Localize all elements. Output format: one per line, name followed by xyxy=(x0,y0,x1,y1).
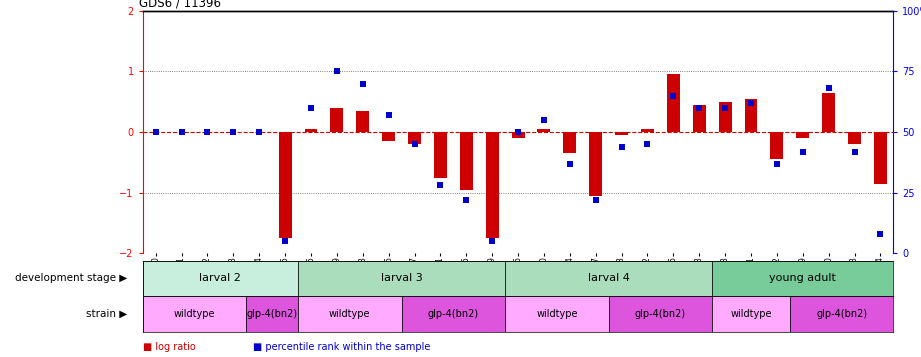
Bar xyxy=(298,296,402,332)
Text: ■ percentile rank within the sample: ■ percentile rank within the sample xyxy=(253,342,431,352)
Bar xyxy=(538,129,551,132)
Bar xyxy=(848,132,861,144)
Bar xyxy=(305,129,318,132)
Text: young adult: young adult xyxy=(769,273,836,283)
Text: ■ log ratio: ■ log ratio xyxy=(143,342,195,352)
Bar xyxy=(460,132,472,190)
Bar xyxy=(718,102,731,132)
Bar xyxy=(485,132,498,238)
Bar xyxy=(822,93,835,132)
Text: development stage ▶: development stage ▶ xyxy=(16,273,128,283)
Bar xyxy=(744,99,757,132)
Text: wildtype: wildtype xyxy=(730,309,772,319)
Bar xyxy=(402,296,505,332)
Bar xyxy=(797,132,810,138)
Bar xyxy=(589,132,602,196)
Text: glp-4(bn2): glp-4(bn2) xyxy=(427,309,479,319)
Text: wildtype: wildtype xyxy=(174,309,216,319)
Bar xyxy=(246,296,298,332)
Bar xyxy=(712,296,790,332)
Bar xyxy=(667,75,680,132)
Bar xyxy=(331,108,344,132)
Text: wildtype: wildtype xyxy=(536,309,577,319)
Text: wildtype: wildtype xyxy=(329,309,370,319)
Bar xyxy=(408,132,421,144)
Bar xyxy=(641,129,654,132)
Text: larval 3: larval 3 xyxy=(380,273,423,283)
Text: glp-4(bn2): glp-4(bn2) xyxy=(635,309,686,319)
Bar xyxy=(771,132,784,159)
Bar xyxy=(609,296,712,332)
Text: strain ▶: strain ▶ xyxy=(87,309,128,319)
Bar xyxy=(143,296,246,332)
Bar xyxy=(505,261,712,296)
Text: larval 4: larval 4 xyxy=(588,273,630,283)
Bar xyxy=(434,132,447,178)
Text: glp-4(bn2): glp-4(bn2) xyxy=(816,309,868,319)
Bar xyxy=(564,132,577,154)
Bar xyxy=(298,261,505,296)
Text: GDS6 / 11396: GDS6 / 11396 xyxy=(139,0,221,10)
Bar xyxy=(712,261,893,296)
Bar xyxy=(615,132,628,135)
Bar xyxy=(693,105,705,132)
Bar xyxy=(279,132,292,238)
Bar xyxy=(356,111,369,132)
Text: glp-4(bn2): glp-4(bn2) xyxy=(247,309,297,319)
Text: larval 2: larval 2 xyxy=(200,273,241,283)
Bar xyxy=(790,296,893,332)
Bar xyxy=(874,132,887,184)
Bar xyxy=(511,132,525,138)
Bar xyxy=(505,296,609,332)
Bar xyxy=(382,132,395,141)
Bar xyxy=(143,261,298,296)
